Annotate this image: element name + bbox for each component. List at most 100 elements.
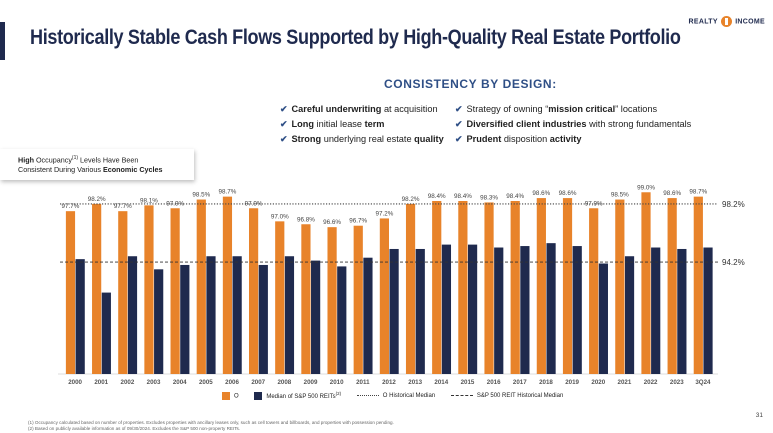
bullet-bold-text: quality [414, 134, 444, 144]
x-tick-label: 2004 [173, 379, 187, 386]
data-label-o: 96.7% [349, 218, 367, 225]
data-label-o: 98.5% [611, 192, 629, 199]
data-label-o: 98.2% [88, 196, 106, 203]
bullet-bold-text: Long [291, 119, 314, 129]
data-label-o: 97.9% [585, 200, 603, 207]
data-label-o: 98.6% [559, 190, 577, 197]
bullet-bold-text: activity [549, 134, 582, 144]
bar-o [432, 200, 442, 374]
bullet-bold-text: Strong [291, 134, 322, 144]
reference-label-reit-median: 94.2% [722, 258, 745, 267]
logo-text-right: INCOME [735, 18, 765, 26]
x-tick-label: 2009 [304, 379, 318, 386]
bar-sp500-median [467, 244, 478, 374]
callout-text: High Occupancy(1) Levels Have Been Consi… [18, 154, 163, 174]
x-tick-label: 2022 [644, 379, 658, 386]
footnote-1: (1) Occupancy calculated based on number… [28, 420, 394, 425]
reference-label-o-median: 98.2% [722, 200, 745, 209]
x-tick-label: 2003 [147, 379, 161, 386]
chart-legend: O Median of S&P 500 REITs(2) O Historica… [222, 391, 577, 401]
bar-sp500-median [546, 243, 556, 374]
x-tick-label: 2021 [618, 379, 632, 386]
legend-line-dashed [450, 394, 473, 396]
legend-item-sp500-median: Median of S&P 500 REITs(2) [254, 391, 342, 401]
bar-sp500-median [154, 269, 164, 374]
callout-text-part: Consistent During Various [18, 164, 103, 174]
callout-text-part: Occupancy [33, 155, 72, 165]
bar-sp500-median [651, 247, 661, 374]
bar-sp500-median [520, 246, 530, 374]
data-label-o: 96.6% [323, 219, 341, 226]
bullet-bold-text: mission critical [548, 104, 616, 114]
footnote-marker: (1) [71, 155, 79, 161]
checkmark-icon: ✔ [455, 104, 463, 114]
checkmark-icon: ✔ [455, 134, 463, 144]
legend-item-reit-historical-median: S&P 500 REIT Historical Median [450, 393, 563, 399]
data-label-o: 97.0% [271, 213, 289, 220]
checkmark-icon: ✔ [280, 104, 288, 114]
footnote-marker: (2) [335, 391, 342, 396]
bullet-text: with strong fundamentals [586, 119, 692, 129]
occupancy-bar-chart: 97.7% 2000 98.2% 2001 97.7% 2002 98.1% 2003 97.9… [58, 185, 745, 386]
bar-sp500-median [284, 256, 295, 374]
x-tick-label: 2000 [68, 379, 82, 386]
data-label-o: 98.6% [663, 190, 681, 197]
bar-o [301, 224, 311, 374]
footnote-2: (2) Based on publicly available informat… [28, 426, 241, 431]
data-label-o: 98.2% [402, 196, 420, 203]
data-label-o: 98.4% [454, 193, 472, 200]
logo-mark-icon [720, 16, 732, 27]
bar-sp500-median [206, 256, 216, 374]
bar-o [615, 199, 625, 374]
data-label-o: 98.7% [689, 189, 707, 196]
bullet-text: ” locations [615, 104, 658, 114]
bar-o [327, 227, 337, 374]
bar-o [196, 199, 206, 374]
logo-text-left: REALTY [688, 18, 718, 26]
x-tick-label: 2015 [461, 379, 475, 386]
data-label-o: 98.4% [428, 193, 446, 200]
bullet-text: Strategy of owning “ [466, 104, 549, 114]
bullet-item: ✔ Long initial lease term [280, 117, 444, 132]
data-label-o: 99.0% [637, 185, 655, 191]
bullet-text: initial lease [314, 119, 365, 129]
bullet-bold-text: term [364, 119, 385, 129]
bar-sp500-median [598, 263, 608, 374]
x-tick-label: 2010 [330, 379, 344, 386]
data-label-o: 98.6% [532, 190, 550, 197]
x-tick-label: 2008 [277, 379, 291, 386]
data-label-o: 98.5% [192, 192, 210, 199]
bullet-bold-text: Prudent [466, 134, 502, 144]
bar-sp500-median [389, 248, 399, 374]
data-label-o: 98.1% [140, 197, 158, 204]
bar-sp500-median [101, 292, 111, 374]
bar-o [484, 202, 494, 374]
occupancy-callout-box: High Occupancy(1) Levels Have Been Consi… [0, 149, 194, 180]
x-tick-label: 2014 [434, 379, 448, 386]
bar-o [65, 211, 76, 374]
page-title: Historically Stable Cash Flows Supported… [30, 26, 681, 49]
bar-o [379, 218, 389, 374]
bar-o [222, 196, 233, 374]
bullet-item: ✔ Diversified client industries with stro… [455, 117, 691, 132]
bullet-item: ✔ Careful underwriting at acquisition [280, 102, 444, 117]
data-label-o: 98.4% [506, 193, 524, 200]
bar-sp500-median [415, 248, 425, 374]
bar-o [405, 203, 416, 374]
bar-sp500-median [677, 248, 687, 374]
callout-text-part: Levels Have Been [78, 155, 139, 165]
bullet-text: at acquisition [381, 104, 438, 114]
legend-item-o-historical-median: O Historical Median [356, 392, 436, 399]
x-tick-label: 2018 [539, 379, 553, 386]
bar-o [458, 200, 468, 374]
legend-swatch-sp500 [254, 392, 263, 401]
legend-label: O Historical Median [382, 392, 436, 399]
bar-sp500-median [441, 244, 452, 374]
bar-o [275, 221, 285, 374]
bar-sp500-median [180, 264, 190, 374]
data-label-o: 98.3% [480, 194, 498, 201]
bar-sp500-median [258, 264, 268, 374]
x-tick-label: 2017 [513, 379, 527, 386]
bar-sp500-median [572, 246, 582, 374]
company-logo: REALTY INCOME [689, 16, 765, 27]
